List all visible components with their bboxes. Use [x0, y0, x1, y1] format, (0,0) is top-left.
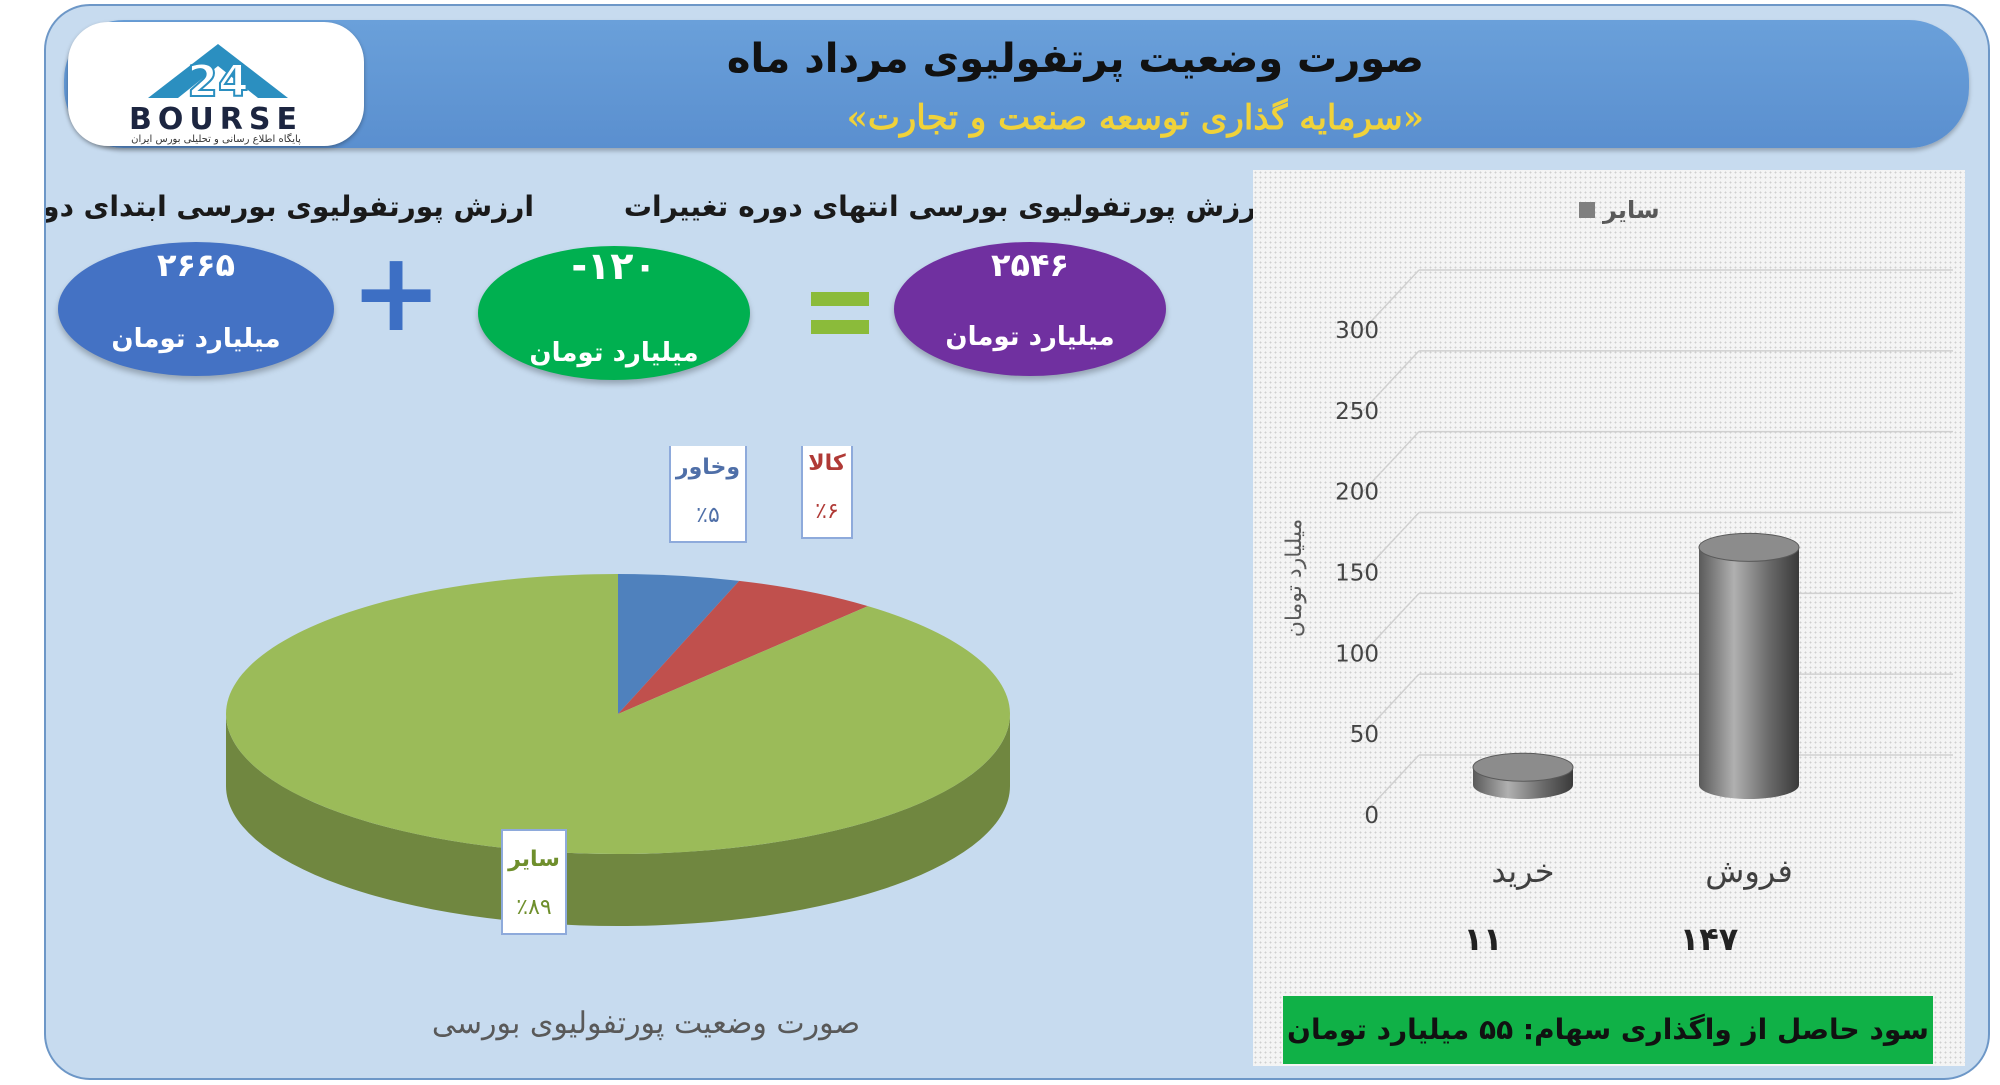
bar-top-فروش	[1698, 532, 1800, 562]
y-tick-label: 300	[1335, 318, 1379, 344]
end-value-label: ارزش پورتفولیوی بورسی انتهای دوره	[738, 190, 1266, 223]
pie-label-name: سایر	[507, 847, 560, 872]
dashboard-frame: صورت وضعیت پرتفولیوی مرداد ماه «سرمایه گ…	[44, 4, 1990, 1080]
pie-label-box-وخاور	[669, 446, 747, 543]
change-value: -۱۲۰	[571, 244, 657, 288]
y-tick-label: 250	[1335, 399, 1379, 425]
bar-value-label: ۱۱	[1463, 920, 1502, 958]
grid-diag	[1362, 754, 1420, 816]
grid-diag	[1362, 350, 1420, 412]
portfolio-pie-chart: سایر ٪۸۹ وخاور ٪۵ کالا ٪۶	[226, 446, 1010, 935]
pie-label-name: وخاور	[675, 455, 740, 480]
change-label: تغییرات	[623, 190, 729, 223]
page-title: صورت وضعیت پرتفولیوی مرداد ماه	[726, 36, 1424, 82]
y-tick-label: 50	[1350, 722, 1379, 748]
bar-value-label: ۱۴۷	[1680, 920, 1739, 958]
bar-chart-panel: سایر 0 50 100 150 200 250 300 میلیارد تومان فروش ۱…	[1253, 170, 1965, 1066]
page-subtitle: «سرمایه گذاری توسعه صنعت و تجارت»	[846, 98, 1424, 138]
end-unit: میلیارد تومان	[945, 322, 1115, 352]
pie-label-value: ٪۶	[815, 499, 839, 524]
bourse-logo: 24 BOURSE پایگاه اطلاع رسانی و تحلیلی بو…	[68, 22, 364, 146]
legend-label: سایر	[1602, 196, 1660, 224]
x-category-label: خرید	[1491, 852, 1554, 890]
pie-slice-side-سایر	[226, 714, 1010, 926]
grid-diag	[1362, 673, 1420, 735]
pie-slice-کالا	[618, 580, 868, 714]
start-value-label: ارزش پورتفولیوی بورسی ابتدای دوره	[44, 190, 534, 223]
y-tick-label: 0	[1364, 803, 1379, 829]
pie-slice-سایر	[226, 574, 1010, 854]
y-axis-label: میلیارد تومان	[1282, 519, 1307, 638]
pie-chart-title: صورت وضعیت پورتفولیوی بورسی	[431, 1006, 861, 1041]
bar-top-خرید	[1472, 752, 1574, 782]
grid-diag	[1362, 592, 1420, 654]
y-tick-label: 150	[1335, 561, 1379, 587]
header-banner: صورت وضعیت پرتفولیوی مرداد ماه «سرمایه گ…	[64, 20, 1969, 148]
x-category-label: فروش	[1705, 852, 1792, 890]
pie-label-value: ٪۵	[696, 503, 720, 528]
start-value: ۲۶۶۵	[156, 246, 236, 284]
logo-mark-icon: 24	[148, 44, 288, 108]
grid-diag	[1362, 511, 1420, 574]
y-tick-label: 200	[1335, 480, 1379, 506]
trade-bar-chart: سایر 0 50 100 150 200 250 300 میلیارد تومان فروش ۱…	[1282, 196, 1953, 958]
equals-sign	[811, 292, 869, 336]
pie-label-value: ٪۸۹	[516, 895, 551, 920]
grid-diag	[1362, 431, 1420, 493]
pie-label-box-کالا	[801, 446, 853, 539]
y-tick-label: 100	[1335, 641, 1379, 667]
start-value-ellipse: ۲۶۶۵ میلیارد تومان	[58, 242, 334, 376]
logo-caption: پایگاه اطلاع رسانی و تحلیلی بورس ایران	[131, 134, 301, 145]
logo-mark-text: 24	[187, 56, 248, 107]
pie-slice-وخاور	[618, 574, 740, 714]
end-value: ۲۵۴۶	[990, 246, 1070, 284]
change-unit: میلیارد تومان	[529, 338, 699, 368]
end-value-ellipse: ۲۵۴۶ میلیارد تومان	[894, 242, 1166, 376]
start-unit: میلیارد تومان	[111, 324, 281, 354]
grid-diag	[1362, 269, 1420, 331]
legend-swatch	[1579, 202, 1595, 218]
pie-label-name: کالا	[808, 451, 846, 476]
plus-sign: +	[350, 228, 443, 356]
bar-فروش	[1699, 547, 1799, 799]
logo-word: BOURSE	[129, 102, 303, 137]
savings-banner: سود حاصل از واگذاری سهام: ۵۵ میلیارد توم…	[1283, 996, 1933, 1064]
pie-label-box-سایر	[501, 829, 567, 935]
change-value-ellipse: -۱۲۰ میلیارد تومان	[478, 244, 750, 380]
